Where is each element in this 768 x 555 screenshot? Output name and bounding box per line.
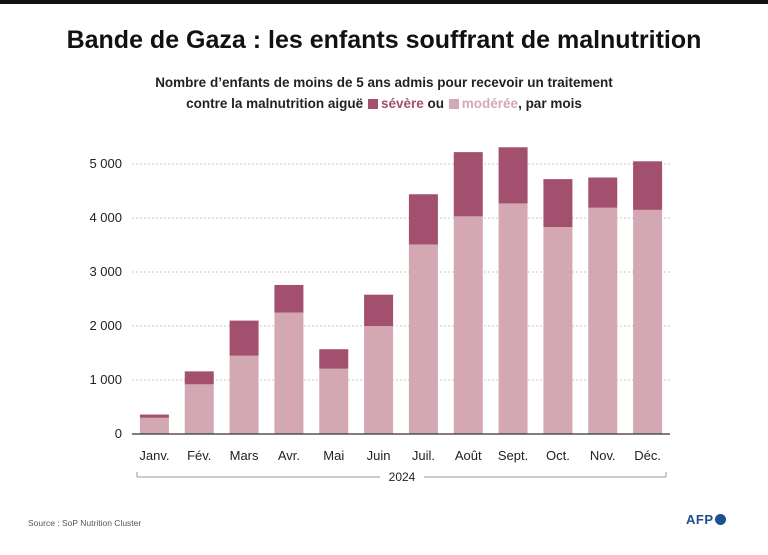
bars-layer xyxy=(139,147,663,434)
afp-logo-text: AFP xyxy=(686,512,714,527)
x-tick-label: Janv. xyxy=(139,448,169,463)
x-tick-label: Oct. xyxy=(546,448,570,463)
bar-segment-severe xyxy=(274,284,304,313)
bar-segment-moderate xyxy=(229,355,259,434)
bar-segment-moderate xyxy=(274,312,304,434)
bar-segment-moderate xyxy=(364,326,394,434)
bar-segment-severe xyxy=(364,294,394,326)
bar-segment-severe xyxy=(588,177,618,208)
legend-severe-swatch xyxy=(367,99,378,109)
bar-segment-severe xyxy=(184,371,214,385)
x-tick-label: Juil. xyxy=(412,448,435,463)
bar-segment-moderate xyxy=(498,203,528,434)
subtitle-suffix: , par mois xyxy=(518,96,582,111)
bar-segment-severe xyxy=(498,147,528,204)
legend-severe-label: sévère xyxy=(380,96,424,111)
subtitle-line-2: contre la malnutrition aiguë sévère ou m… xyxy=(0,93,768,114)
y-tick-label: 5 000 xyxy=(89,156,122,171)
subtitle-line-1: Nombre d’enfants de moins de 5 ans admis… xyxy=(155,75,613,90)
bar-segment-severe xyxy=(633,161,663,210)
x-tick-label: Déc. xyxy=(634,448,661,463)
subtitle-or: ou xyxy=(427,96,445,111)
x-tick-label: Mars xyxy=(230,448,259,463)
top-rule xyxy=(0,0,768,4)
x-tick-label: Nov. xyxy=(590,448,616,463)
x-tick-label: Août xyxy=(455,448,482,463)
axis-layer: 0 1 000 2 000 3 000 4 000 5 000 Janv. Fév. Mars A… xyxy=(89,156,670,484)
chart-title: Bande de Gaza : les enfants souffrant de… xyxy=(66,26,702,54)
bar-segment-moderate xyxy=(543,227,573,434)
legend-moderate-swatch xyxy=(448,99,459,109)
bar-segment-moderate xyxy=(408,244,438,434)
subtitle-prefix: contre la malnutrition aiguë xyxy=(186,96,364,111)
x-tick-label: Avr. xyxy=(278,448,300,463)
y-tick-label: 3 000 xyxy=(89,264,122,279)
chart-subtitle: Nombre d’enfants de moins de 5 ans admis… xyxy=(0,72,768,114)
afp-logo-dot xyxy=(714,514,726,525)
y-tick-label: 4 000 xyxy=(89,210,122,225)
bar-segment-moderate xyxy=(139,417,169,434)
afp-logo: AFP xyxy=(686,512,726,527)
source-note: Source : SoP Nutrition Cluster xyxy=(28,518,142,528)
grid-layer xyxy=(132,163,670,381)
x-tick-label: Mai xyxy=(323,448,344,463)
year-label: 2024 xyxy=(389,470,416,484)
x-tick-label: Sept. xyxy=(498,448,528,463)
bar-segment-severe xyxy=(229,320,259,356)
bar-segment-severe xyxy=(408,194,438,245)
bar-segment-severe xyxy=(139,414,169,418)
bar-segment-severe xyxy=(543,179,573,228)
bar-segment-moderate xyxy=(184,384,214,434)
y-tick-label: 1 000 xyxy=(89,372,122,387)
bar-segment-severe xyxy=(319,349,349,369)
bar-segment-severe xyxy=(453,152,483,217)
bar-segment-moderate xyxy=(453,216,483,434)
y-tick-label: 0 xyxy=(115,426,122,441)
bar-segment-moderate xyxy=(588,207,618,434)
bar-segment-moderate xyxy=(633,209,663,434)
y-tick-label: 2 000 xyxy=(89,318,122,333)
x-tick-label: Fév. xyxy=(187,448,211,463)
x-tick-label: Juin xyxy=(367,448,391,463)
legend-moderate-label: modérée xyxy=(461,96,519,111)
bar-segment-moderate xyxy=(319,368,349,434)
